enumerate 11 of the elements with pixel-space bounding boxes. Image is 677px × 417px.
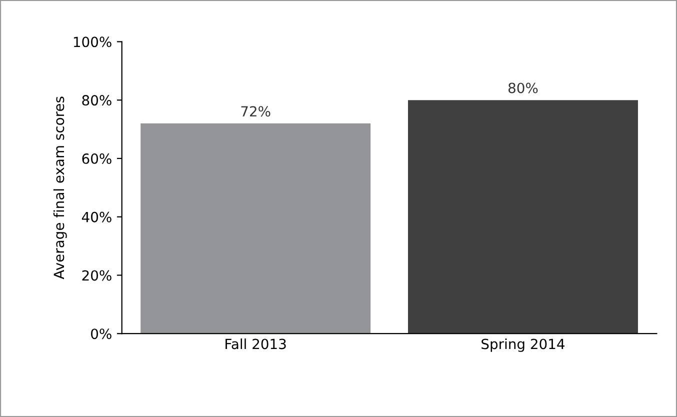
y-tick-label: 20% xyxy=(82,270,112,281)
data-label: 72% xyxy=(241,106,270,117)
data-label: 80% xyxy=(508,82,538,94)
y-tick-label: 40% xyxy=(82,212,112,222)
y-tick-label: 80% xyxy=(82,95,112,106)
x-tick-label: Spring 2014 xyxy=(482,338,564,352)
y-axis-title: Average final exam scores xyxy=(53,96,67,280)
y-tick-label: 0% xyxy=(91,328,112,340)
y-tick-label: 60% xyxy=(82,153,112,164)
y-tick-label: 100% xyxy=(74,36,112,48)
x-tick-label: Fall 2013 xyxy=(226,338,286,350)
